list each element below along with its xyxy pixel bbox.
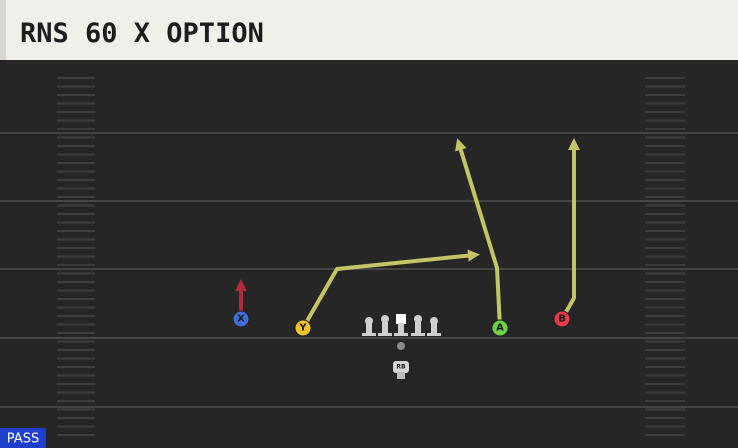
header [0,0,738,60]
badge-label: PASS [7,432,39,447]
receivers: X Y A B RB [232,310,571,379]
header-accent [0,0,6,60]
player-label: X [237,314,245,325]
hash-marks [57,77,685,436]
player-label: Y [298,323,307,334]
player-label: A [496,323,504,334]
yard-lines [0,132,738,408]
field [0,60,738,448]
player-label: B [558,314,566,325]
player-label: RB [396,364,406,371]
badge [0,428,46,448]
linemen [362,314,441,350]
play-title: RNS 60 X OPTION [20,18,264,49]
